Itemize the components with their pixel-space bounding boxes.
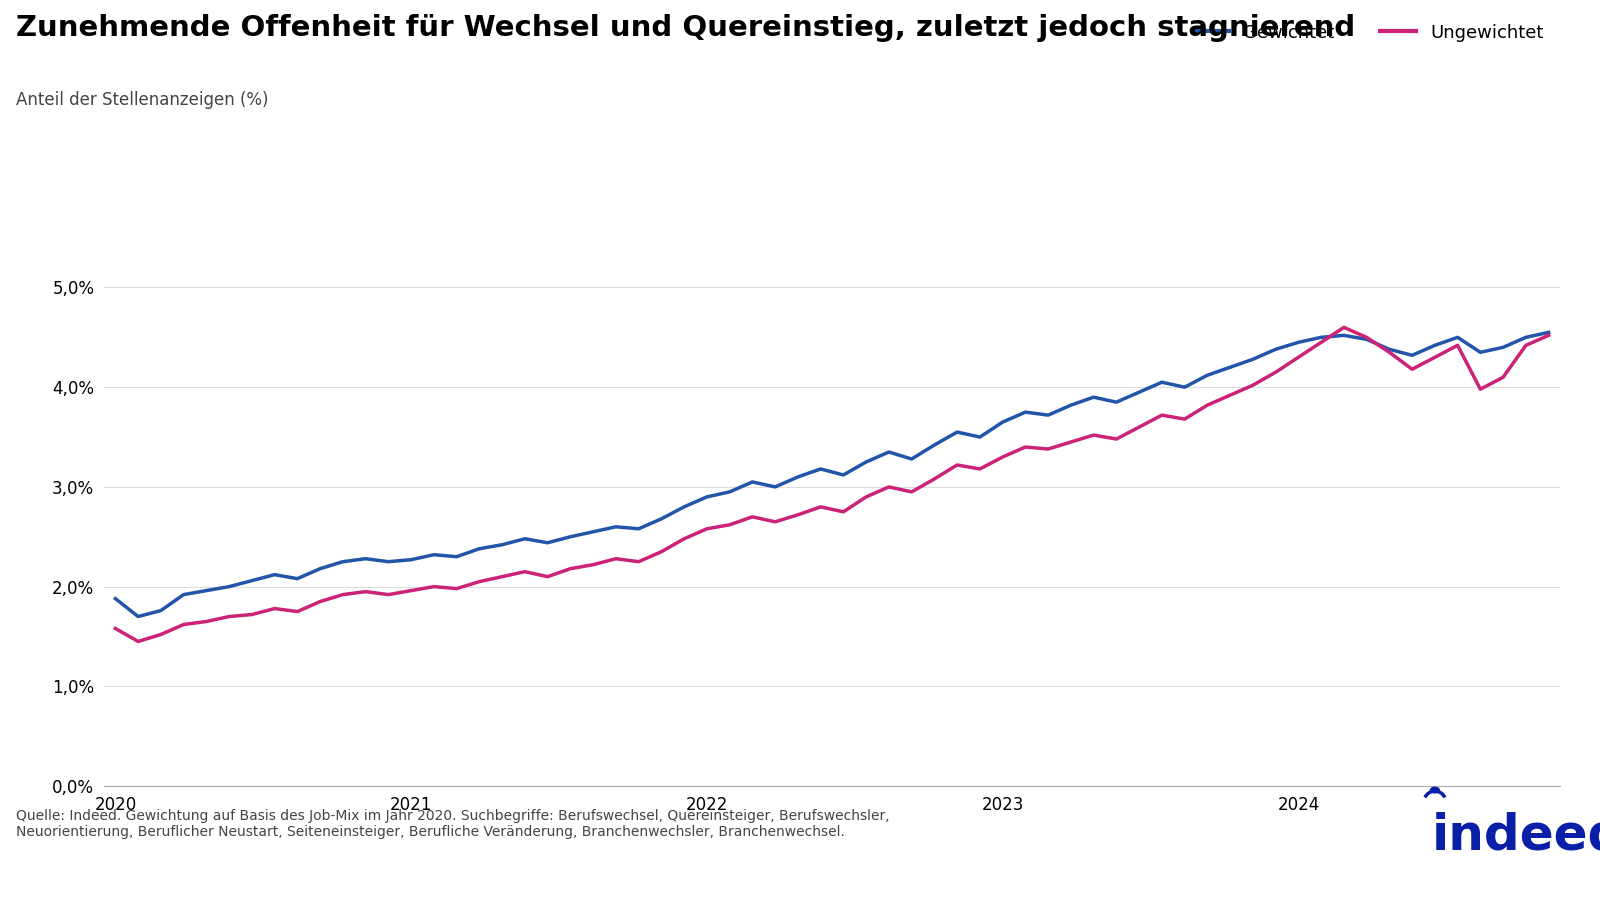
Circle shape	[1430, 787, 1440, 792]
Legend: Gewichtet, Ungewichtet: Gewichtet, Ungewichtet	[1186, 16, 1550, 48]
Text: Anteil der Stellenanzeigen (%): Anteil der Stellenanzeigen (%)	[16, 91, 269, 110]
Text: Zunehmende Offenheit für Wechsel und Quereinstieg, zuletzt jedoch stagnierend: Zunehmende Offenheit für Wechsel und Que…	[16, 14, 1355, 42]
Text: Quelle: Indeed. Gewichtung auf Basis des Job-Mix im Jahr 2020. Suchbegriffe: Ber: Quelle: Indeed. Gewichtung auf Basis des…	[16, 809, 890, 839]
Text: indeed: indeed	[1432, 811, 1600, 859]
